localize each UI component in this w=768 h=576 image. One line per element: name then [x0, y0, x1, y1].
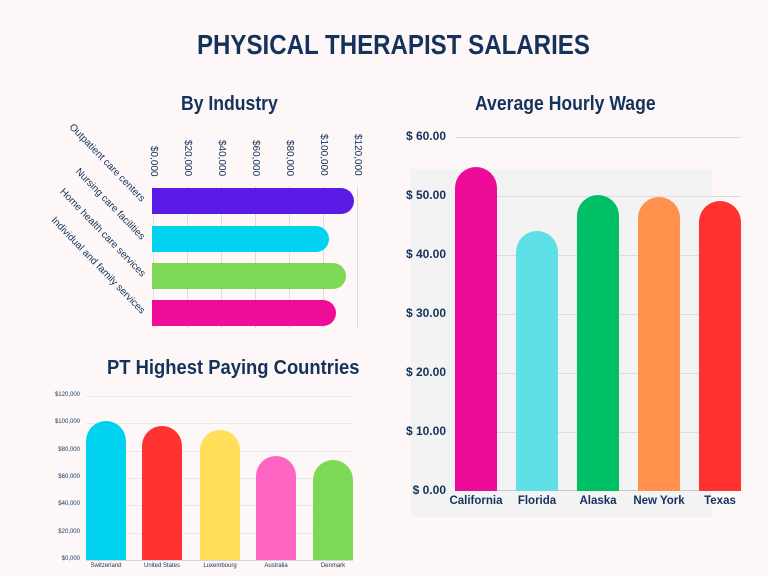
y-tick-label: $80,000: [58, 446, 80, 453]
x-tick-label: $100,000: [317, 134, 329, 176]
bar: [313, 459, 353, 561]
gridline: [455, 136, 741, 138]
bar: [200, 429, 240, 561]
x-category-label: Luxembourg: [203, 563, 237, 569]
gridline: [86, 395, 353, 397]
bar: [638, 197, 680, 491]
y-tick-label: $0,000: [61, 556, 80, 563]
gridline: [254, 186, 256, 328]
y-tick-label: $100,000: [54, 419, 80, 426]
x-category-label: New York: [633, 495, 685, 507]
x-category-label: Florida: [517, 495, 557, 507]
bar: [152, 300, 336, 326]
y-tick-label: $60,000: [58, 474, 80, 480]
gridline: [152, 186, 154, 328]
gridline: [356, 186, 358, 328]
x-category-label: Alaska: [579, 495, 617, 507]
x-tick-label: $20,000: [181, 140, 193, 177]
gridline: [86, 423, 353, 425]
x-category-label: Australia: [264, 563, 288, 569]
y-tick-label: $ 50.00: [405, 187, 446, 202]
x-axis-line: [86, 560, 353, 561]
y-tick-label: $ 0.00: [412, 482, 446, 497]
gridline: [288, 186, 290, 328]
y-tick-label: $40,000: [58, 501, 80, 508]
x-tick-label: $120,000: [351, 134, 363, 176]
bar: [152, 188, 355, 214]
y-tick-label: $ 60.00: [405, 128, 446, 143]
bar: [152, 263, 346, 289]
y-tick-label: $20,000: [58, 528, 80, 535]
bar: [142, 426, 182, 561]
bar: [455, 167, 497, 491]
y-tick-label: $ 40.00: [405, 246, 446, 261]
x-tick-label: $40,000: [215, 140, 227, 177]
y-tick-label: $120,000: [54, 391, 80, 398]
y-tick-label: $ 20.00: [405, 364, 446, 379]
x-category-label: United States: [143, 563, 181, 569]
x-tick-label: $60,000: [249, 140, 261, 177]
bar: [152, 226, 329, 252]
bar: [577, 194, 619, 491]
x-tick-label: $80,000: [283, 140, 295, 177]
x-category-label: Denmark: [320, 563, 346, 569]
x-category-label: Texas: [704, 495, 736, 507]
bar: [699, 201, 741, 491]
gridline: [220, 186, 222, 328]
y-tick-label: $ 10.00: [405, 423, 446, 438]
hourly-wage-chart-title: Average Hourly Wage: [475, 93, 656, 115]
x-tick-label: $0,000: [147, 146, 159, 177]
countries-chart-title: PT Highest Paying Countries: [107, 357, 360, 379]
gridline: [322, 186, 324, 328]
x-category-label: Switzerland: [90, 563, 122, 569]
x-category-label: California: [449, 495, 503, 507]
page-title: PHYSICAL THERAPIST SALARIES: [196, 29, 590, 60]
bar: [516, 231, 558, 491]
industry-chart-title: By Industry: [181, 93, 278, 115]
bar: [256, 455, 296, 561]
gridline: [186, 186, 188, 328]
bar: [86, 420, 126, 561]
y-tick-label: $ 30.00: [405, 305, 446, 320]
